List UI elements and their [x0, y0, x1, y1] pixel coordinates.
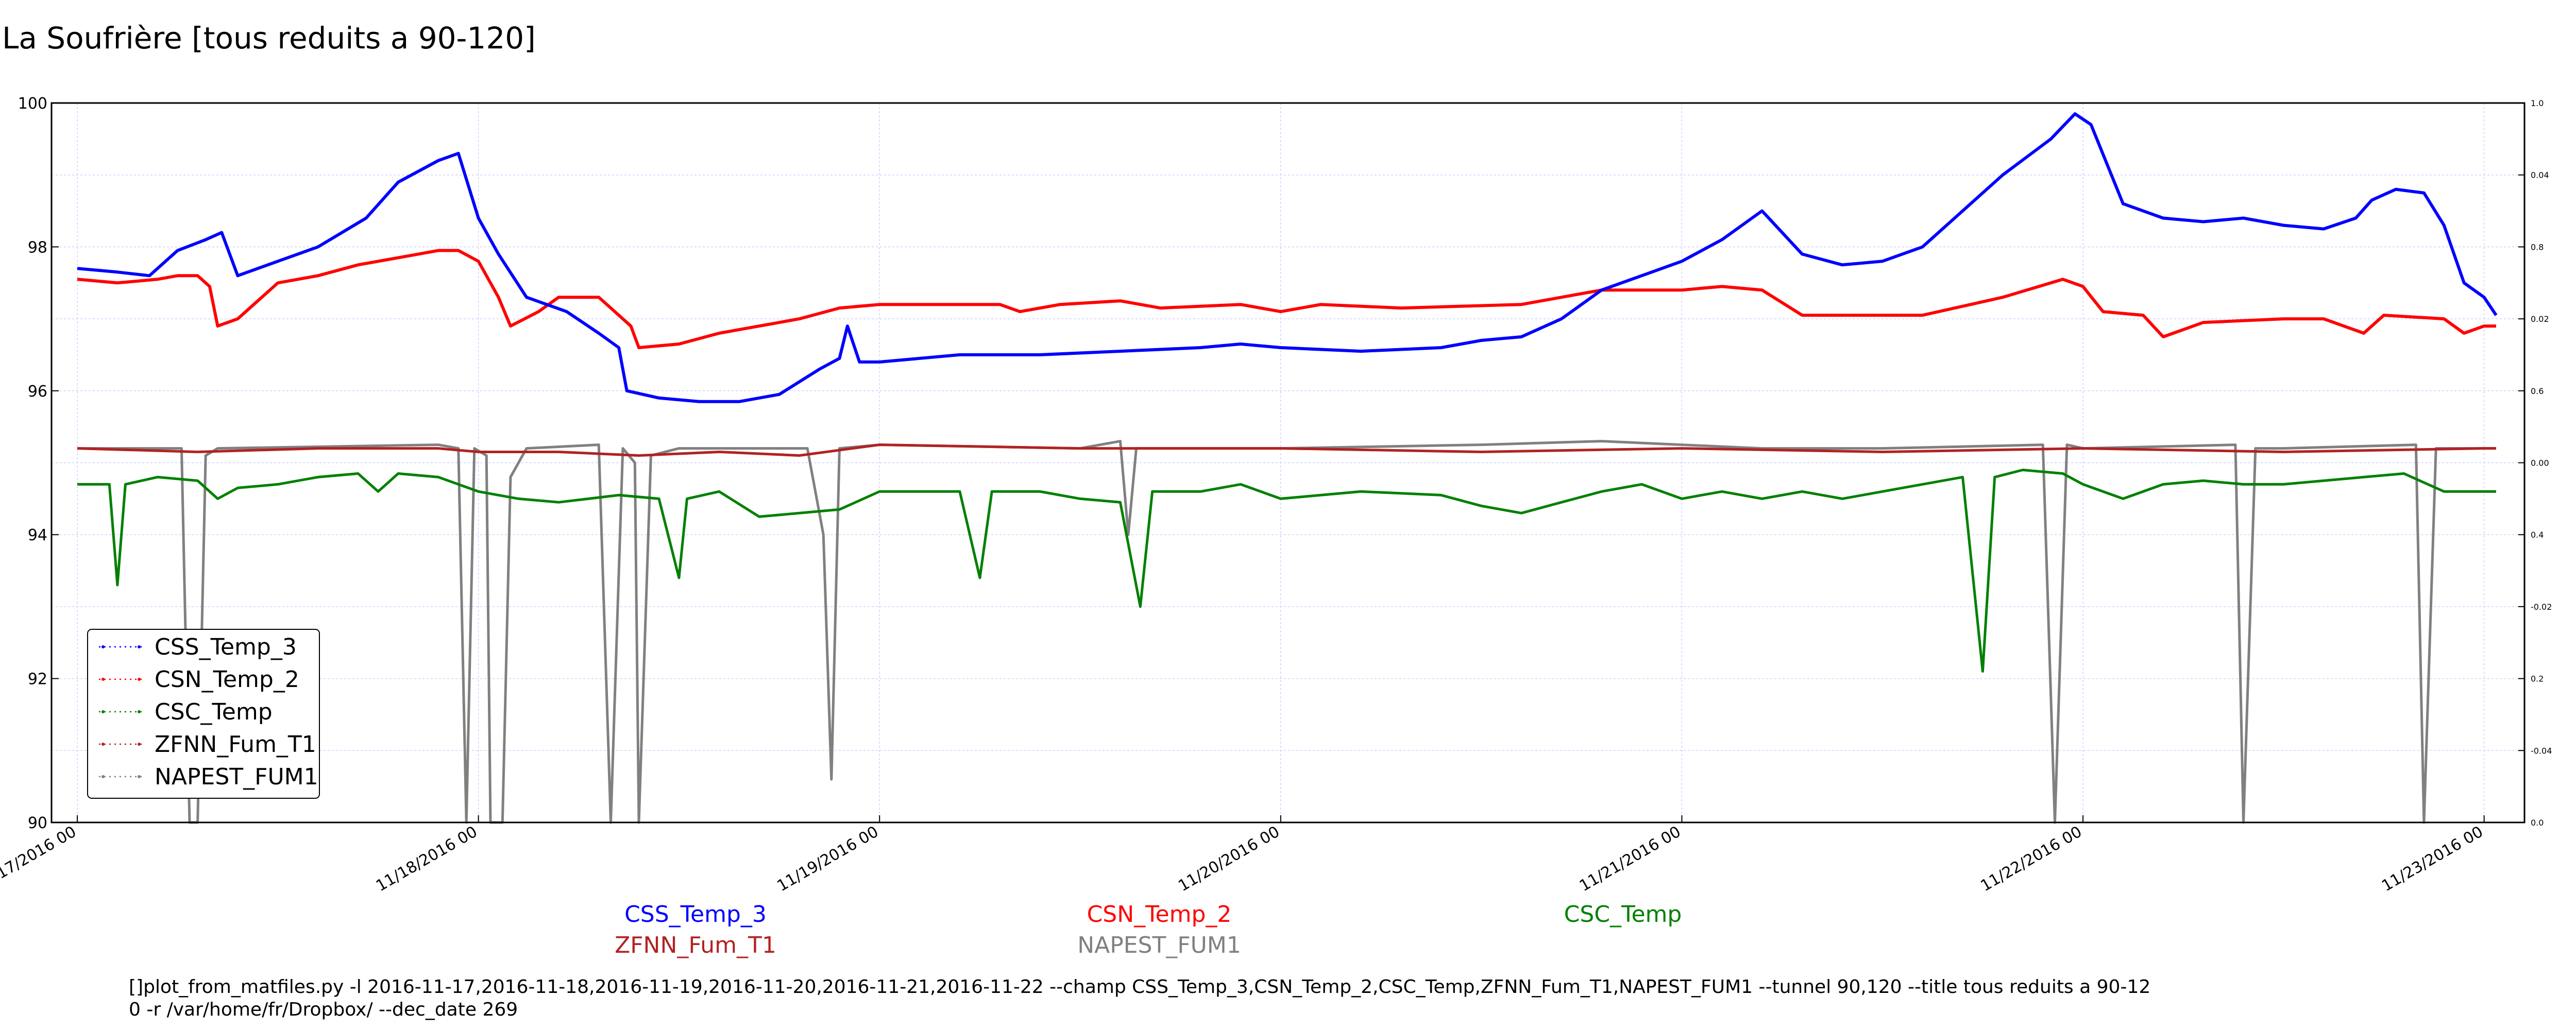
legend-box [87, 629, 320, 799]
right-tick-label: 0.0 [2531, 818, 2544, 828]
right-tick-label: 0.2 [2531, 674, 2544, 684]
legend-label: ZFNN_Fum_T1 [155, 731, 316, 758]
legend-marker [101, 645, 105, 648]
footer-series-css: CSS_Temp_3 [624, 901, 767, 928]
chart-title: La Soufrière [tous reduits a 90-120] [2, 21, 536, 56]
right-tick-label: -0.04 [2531, 746, 2552, 756]
legend-marker [101, 743, 105, 746]
right-tick-label: 0.00 [2531, 458, 2549, 468]
legend-marker [138, 645, 141, 648]
footer-series-zfnn: ZFNN_Fum_T1 [615, 932, 776, 958]
right-tick-label: 0.6 [2531, 386, 2544, 396]
series-line-csn-temp-2 [77, 249, 2496, 349]
right-tick-label: 0.8 [2531, 242, 2544, 252]
legend-label: CSS_Temp_3 [155, 634, 297, 660]
x-tick-label: 11/18/2016 00 [373, 823, 481, 896]
y-tick-label: 100 [18, 95, 47, 113]
legend-marker [101, 678, 105, 681]
grid [52, 103, 2524, 822]
series-line-zfnn-fum-t1 [77, 443, 2496, 457]
right-tick-label: 0.4 [2531, 530, 2544, 540]
x-tick-label: 11/22/2016 00 [1977, 823, 2085, 896]
legend-label: NAPEST_FUM1 [155, 764, 318, 790]
legend-marker [138, 743, 141, 746]
legend-marker [138, 775, 141, 778]
x-tick-label: 11/20/2016 00 [1175, 823, 1283, 896]
legend-marker [101, 710, 105, 713]
series-layer [77, 112, 2498, 824]
legend-label: CSC_Temp [155, 699, 273, 725]
y-tick-label: 90 [28, 814, 47, 832]
series-line-css-temp-3 [77, 112, 2498, 403]
y-tick-label: 92 [28, 671, 47, 689]
legend-label: CSN_Temp_2 [155, 666, 299, 693]
footer-series-csc: CSC_Temp [1564, 901, 1682, 928]
y-tick-label: 94 [28, 526, 47, 544]
legend-marker [138, 678, 141, 681]
x-tick-label: 11/21/2016 00 [1577, 823, 1684, 896]
x-tick-label: 11/17/2016 00 [0, 823, 79, 896]
right-axis: 1.0 0.04 0.8 0.02 0.6 0.00 0.4 -0.02 0.2 -0.04 0.0 [2518, 98, 2552, 828]
legend-marker [101, 775, 105, 778]
legend-marker [138, 710, 141, 713]
y-tick-label: 98 [28, 238, 47, 256]
right-tick-label: 0.04 [2531, 170, 2549, 180]
legend: CSS_Temp_3 CSN_Temp_2 CSC_Temp ZFNN_Fum_T1 N… [87, 629, 320, 799]
footer-series-napest: NAPEST_FUM1 [1077, 932, 1241, 958]
right-tick-label: 0.02 [2531, 314, 2549, 324]
x-tick-label: 11/19/2016 00 [774, 823, 882, 896]
footer-series-csn: CSN_Temp_2 [1087, 901, 1232, 928]
right-tick-label: 1.0 [2531, 98, 2544, 108]
y-tick-label: 96 [28, 383, 47, 401]
command-line: []plot_from_matfiles.py -l 2016-11-17,20… [129, 976, 2151, 1020]
x-axis: 11/17/2016 00 11/18/2016 00 11/19/2016 00 1… [0, 815, 2486, 895]
x-tick-label: 11/23/2016 00 [2379, 823, 2486, 896]
series-line-csc-temp [77, 469, 2496, 673]
right-tick-label: -0.02 [2531, 602, 2552, 612]
y-axis: 90 92 94 96 98 100 [18, 95, 59, 832]
